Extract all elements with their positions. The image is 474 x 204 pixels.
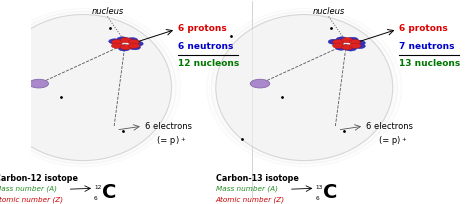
Text: Mass number (A): Mass number (A): [0, 186, 56, 193]
Circle shape: [111, 43, 123, 48]
Circle shape: [349, 40, 361, 45]
Circle shape: [335, 45, 347, 50]
Circle shape: [347, 37, 358, 42]
Circle shape: [127, 38, 138, 43]
Text: 6 protons: 6 protons: [400, 24, 448, 33]
Circle shape: [354, 43, 365, 49]
Circle shape: [128, 40, 140, 45]
Text: 6 neutrons: 6 neutrons: [178, 42, 234, 51]
Circle shape: [336, 37, 347, 42]
Text: Mass number (A): Mass number (A): [216, 186, 278, 193]
Circle shape: [341, 38, 353, 43]
Circle shape: [117, 37, 128, 42]
Circle shape: [29, 79, 48, 88]
Circle shape: [120, 45, 132, 50]
Text: C: C: [102, 183, 117, 202]
Text: ): ): [175, 136, 178, 145]
Text: 6: 6: [94, 196, 98, 201]
Text: nucleus: nucleus: [312, 8, 345, 17]
Circle shape: [250, 79, 270, 88]
Text: 6 protons: 6 protons: [178, 24, 227, 33]
Circle shape: [354, 40, 365, 45]
Ellipse shape: [211, 12, 397, 164]
Circle shape: [109, 39, 120, 44]
Circle shape: [118, 46, 130, 51]
Text: 6: 6: [315, 196, 319, 201]
Circle shape: [341, 45, 353, 50]
Circle shape: [333, 40, 344, 45]
Text: 12 nucleons: 12 nucleons: [178, 59, 239, 68]
Text: C: C: [323, 183, 337, 202]
Ellipse shape: [216, 14, 393, 161]
Ellipse shape: [0, 14, 172, 161]
Text: 6 electrons: 6 electrons: [145, 122, 192, 131]
Circle shape: [120, 38, 132, 43]
Circle shape: [345, 46, 356, 51]
Text: (= p: (= p: [157, 136, 176, 145]
Circle shape: [333, 43, 344, 48]
Text: 13: 13: [315, 185, 323, 190]
Text: Atomic number (Z): Atomic number (Z): [216, 197, 285, 203]
Text: 12: 12: [94, 185, 101, 190]
Text: nucleus: nucleus: [91, 8, 124, 17]
Circle shape: [132, 41, 143, 46]
Ellipse shape: [0, 12, 176, 164]
Text: (= p: (= p: [379, 136, 397, 145]
Ellipse shape: [0, 9, 181, 166]
Text: +: +: [181, 137, 185, 142]
Circle shape: [328, 39, 340, 44]
Circle shape: [349, 43, 361, 48]
Circle shape: [129, 45, 141, 50]
Circle shape: [128, 43, 140, 48]
Text: Carbon-13 isotope: Carbon-13 isotope: [216, 174, 299, 183]
Text: 6 electrons: 6 electrons: [366, 122, 413, 131]
Text: 7 neutrons: 7 neutrons: [400, 42, 455, 51]
Text: Atomic number (Z): Atomic number (Z): [0, 197, 64, 203]
Text: 13 nucleons: 13 nucleons: [400, 59, 461, 68]
Text: Carbon-12 isotope: Carbon-12 isotope: [0, 174, 78, 183]
Circle shape: [111, 40, 123, 45]
Text: +: +: [401, 137, 406, 142]
Text: ): ): [396, 136, 400, 145]
Ellipse shape: [207, 9, 401, 166]
